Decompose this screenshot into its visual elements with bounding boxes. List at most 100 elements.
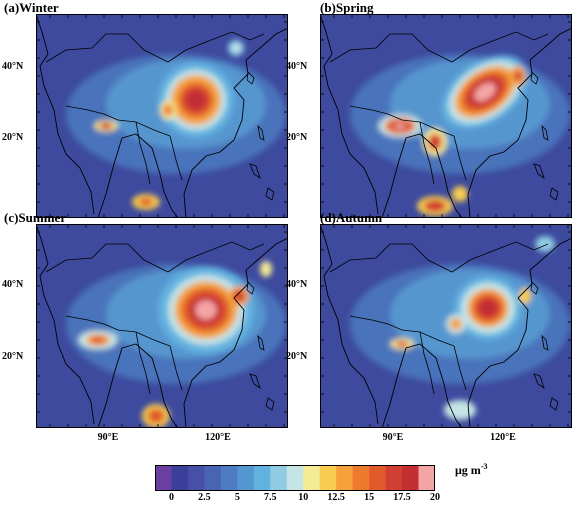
colorbar-tick-label: 20 bbox=[430, 492, 440, 503]
colorbar-unit: μg m-3 bbox=[455, 462, 487, 478]
coastline bbox=[320, 14, 572, 218]
island-outline bbox=[265, 397, 275, 411]
plume-contour bbox=[139, 198, 153, 206]
colorbar-swatch bbox=[171, 465, 189, 491]
lat-label-40n-a: 40°N bbox=[2, 61, 24, 72]
colorbar-unit-text: μg m bbox=[455, 463, 481, 477]
map-frame bbox=[320, 224, 572, 428]
island-outline bbox=[549, 397, 559, 411]
lon-label-90e-c: 90°E bbox=[97, 432, 119, 443]
colorbar-swatch bbox=[352, 465, 370, 491]
colorbar-swatch bbox=[204, 465, 222, 491]
plume-contour bbox=[233, 290, 245, 302]
colorbar-swatch bbox=[220, 465, 238, 491]
plume-contour bbox=[394, 123, 406, 129]
map-svg bbox=[36, 14, 288, 218]
panel-title-winter: (a)Winter bbox=[4, 0, 59, 15]
colorbar-swatch bbox=[385, 465, 403, 491]
island-outline bbox=[246, 71, 255, 85]
map-frame bbox=[36, 224, 288, 428]
plume-contour bbox=[195, 300, 217, 320]
panel-title-summer: (c)Summer bbox=[4, 210, 67, 225]
plume-contour bbox=[474, 82, 496, 102]
coastline bbox=[36, 224, 288, 428]
colorbar-tick-label: 10 bbox=[298, 492, 309, 503]
colorbar-swatch bbox=[237, 465, 255, 491]
colorbar-swatch bbox=[319, 465, 337, 491]
colorbar-swatch bbox=[187, 465, 205, 491]
plume-contour bbox=[450, 318, 462, 330]
country-border bbox=[45, 31, 265, 185]
colorbar bbox=[155, 465, 435, 491]
lat-label-20n-b: 20°N bbox=[286, 132, 308, 143]
plume-contour bbox=[232, 44, 240, 52]
country-border bbox=[329, 241, 549, 395]
colorbar-swatch bbox=[369, 465, 387, 491]
plume-contour bbox=[101, 123, 111, 129]
map-svg bbox=[36, 224, 288, 428]
map-svg bbox=[320, 224, 572, 428]
lat-label-20n-d: 20°N bbox=[286, 351, 308, 362]
map-svg bbox=[320, 14, 572, 218]
plume-contour bbox=[147, 408, 165, 424]
plume-contour bbox=[519, 288, 531, 304]
country-border bbox=[45, 241, 265, 395]
island-outline bbox=[541, 334, 549, 351]
colorbar-swatch bbox=[286, 465, 304, 491]
island-outline bbox=[249, 163, 261, 179]
lon-label-90e-d: 90°E bbox=[382, 432, 404, 443]
island-outline bbox=[257, 334, 265, 351]
plume-contour bbox=[184, 88, 208, 112]
map-frame bbox=[36, 14, 288, 218]
colorbar-swatch bbox=[270, 465, 288, 491]
panel-winter bbox=[36, 14, 288, 218]
coastline bbox=[36, 14, 288, 218]
island-outline bbox=[530, 281, 539, 295]
plume-contour bbox=[514, 71, 522, 81]
lat-label-40n-b: 40°N bbox=[286, 61, 308, 72]
island-outline bbox=[246, 281, 255, 295]
colorbar-tick-label: 7.5 bbox=[264, 492, 277, 503]
colorbar-tick-label: 15 bbox=[364, 492, 375, 503]
lat-label-40n-c: 40°N bbox=[2, 279, 24, 290]
plume-contour bbox=[424, 200, 446, 212]
colorbar-swatch bbox=[253, 465, 271, 491]
island-outline bbox=[249, 373, 261, 389]
concentration-field bbox=[66, 40, 286, 210]
island-outline bbox=[265, 187, 275, 201]
island-outline bbox=[257, 124, 265, 141]
panel-title-spring: (b)Spring bbox=[320, 0, 374, 15]
plume-contour bbox=[477, 298, 499, 318]
lat-label-20n-c: 20°N bbox=[2, 351, 24, 362]
colorbar-unit-exponent: -3 bbox=[480, 462, 488, 471]
panel-summer bbox=[36, 224, 288, 428]
colorbar-swatch bbox=[303, 465, 321, 491]
colorbar-swatch bbox=[155, 465, 172, 491]
concentration-field bbox=[66, 261, 286, 428]
lat-label-20n-a: 20°N bbox=[2, 132, 24, 143]
colorbar-swatch bbox=[336, 465, 354, 491]
plume-contour bbox=[91, 336, 105, 344]
panel-title-autumn: (d)Autumn bbox=[320, 210, 383, 225]
plume-contour bbox=[431, 137, 439, 147]
island-outline bbox=[533, 373, 545, 389]
panel-spring bbox=[320, 14, 572, 218]
island-outline bbox=[549, 187, 559, 201]
colorbar-swatch bbox=[418, 465, 435, 491]
coastline bbox=[320, 224, 572, 428]
island-outline bbox=[541, 124, 549, 141]
colorbar-tick-label: 0 bbox=[168, 492, 174, 503]
colorbar-tick-label: 2.5 bbox=[198, 492, 211, 503]
country-border bbox=[329, 31, 549, 185]
island-outline bbox=[533, 163, 545, 179]
plume-contour bbox=[163, 104, 173, 116]
panel-autumn bbox=[320, 224, 572, 428]
plume-contour bbox=[535, 236, 555, 252]
colorbar-swatch bbox=[402, 465, 420, 491]
map-frame bbox=[320, 14, 572, 218]
lon-label-120e-c: 120°E bbox=[205, 432, 231, 443]
plume-contour bbox=[395, 340, 409, 348]
colorbar-frame bbox=[155, 465, 435, 491]
colorbar-tick-label: 12.5 bbox=[327, 492, 345, 503]
plume-contour bbox=[260, 261, 272, 277]
